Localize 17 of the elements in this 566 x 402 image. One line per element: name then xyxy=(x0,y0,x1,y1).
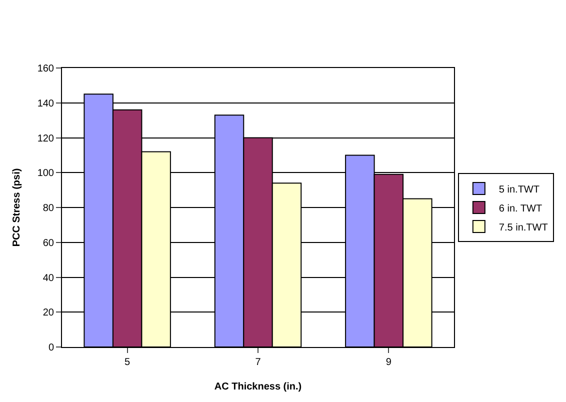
y-tick-label: 160 xyxy=(37,64,54,74)
legend-label: 7.5 in.TWT xyxy=(498,222,548,234)
x-tick-label: 9 xyxy=(386,357,392,368)
y-tick-label: 40 xyxy=(42,272,54,284)
x-tick-label: 5 xyxy=(124,357,131,368)
y-tick-label: 60 xyxy=(42,238,54,249)
y-tick-label: 0 xyxy=(48,342,54,354)
legend-label: 5 in.TWT xyxy=(498,184,540,196)
legend-label: 6 in. TWT xyxy=(498,203,542,214)
x-tick-label: 7 xyxy=(255,357,262,368)
y-tick-label: 20 xyxy=(42,308,54,319)
y-tick-label: 100 xyxy=(37,168,54,180)
x-axis-title: AC Thickness (in.) xyxy=(214,382,302,392)
y-axis-title: PCC Stress (psi) xyxy=(11,168,22,247)
y-tick-label: 140 xyxy=(37,98,54,110)
y-tick-label: 120 xyxy=(37,133,54,144)
y-tick-label: 80 xyxy=(42,203,54,214)
